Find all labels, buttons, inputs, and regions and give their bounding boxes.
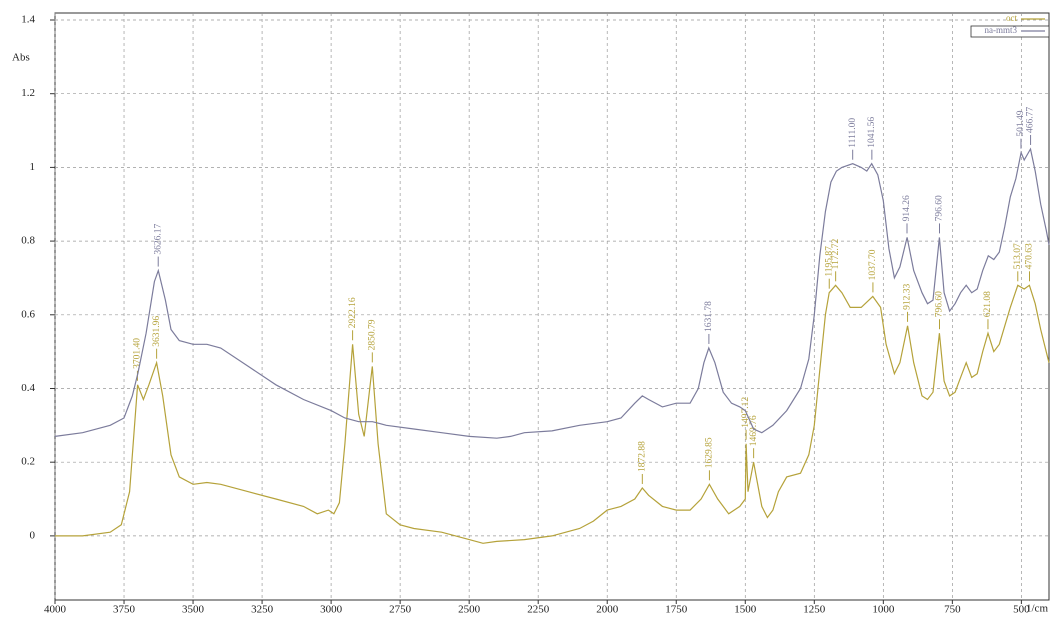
peak-label: 912.33: [903, 283, 913, 309]
chart: Abs 1/cm 00.20.40.60.811.21.440003750350…: [0, 0, 1055, 617]
y-tick-label: 0.4: [21, 382, 35, 394]
peak-label: 914.26: [902, 195, 912, 221]
peak-label: 796.60: [935, 195, 945, 221]
plot-area: [55, 13, 1049, 600]
x-tick-label: 1500: [734, 604, 757, 616]
peak-label: 1872.88: [638, 441, 648, 472]
y-tick-label: 0.8: [21, 235, 35, 247]
x-tick-label: 2500: [458, 604, 481, 616]
x-tick-label: 1750: [665, 604, 688, 616]
peak-label: 2850.79: [367, 319, 377, 350]
x-tick-label: 4000: [44, 604, 67, 616]
y-tick-label: 0.2: [21, 456, 35, 468]
peak-label: 3701.40: [133, 338, 143, 369]
series-line: [55, 285, 1049, 543]
peak-label: 1041.56: [867, 117, 877, 148]
peak-label: 466.77: [1026, 107, 1036, 133]
y-tick-label: 0.6: [21, 308, 35, 320]
peak-label: 796.60: [935, 291, 945, 317]
peak-label: 1172.72: [831, 239, 841, 270]
x-tick-label: 3000: [320, 604, 343, 616]
peak-label: 3626.17: [153, 223, 163, 254]
x-tick-label: 3500: [182, 604, 205, 616]
peak-label: 3631.96: [152, 316, 162, 347]
x-tick-label: 500: [1013, 604, 1030, 616]
peak-label: 1631.78: [704, 301, 714, 332]
legend-label: oct: [1006, 13, 1017, 23]
peak-label: 2922.16: [348, 297, 358, 328]
x-tick-label: 1250: [803, 604, 826, 616]
legend-label: na-mmt3: [985, 25, 1018, 35]
y-tick-label: 1: [30, 161, 36, 173]
series-line: [55, 149, 1049, 438]
y-tick-label: 0: [30, 529, 36, 541]
y-tick-label: 1.4: [21, 14, 35, 26]
peak-label: 621.08: [983, 291, 993, 317]
peak-label: 1629.85: [705, 437, 715, 468]
x-tick-label: 2750: [389, 604, 412, 616]
peak-label: 1111.00: [848, 118, 858, 148]
y-tick-label: 1.2: [21, 87, 35, 99]
x-tick-label: 2250: [527, 604, 550, 616]
y-axis-label: Abs: [12, 52, 30, 64]
peak-label: 501.49: [1016, 110, 1026, 136]
x-tick-label: 750: [944, 604, 961, 616]
x-tick-label: 1000: [872, 604, 895, 616]
x-tick-label: 2000: [596, 604, 619, 616]
peak-label: 1037.70: [868, 249, 878, 280]
x-tick-label: 3750: [113, 604, 136, 616]
x-tick-label: 3250: [251, 604, 274, 616]
peak-label: 513.07: [1013, 243, 1023, 269]
peak-label: 470.63: [1025, 243, 1035, 269]
